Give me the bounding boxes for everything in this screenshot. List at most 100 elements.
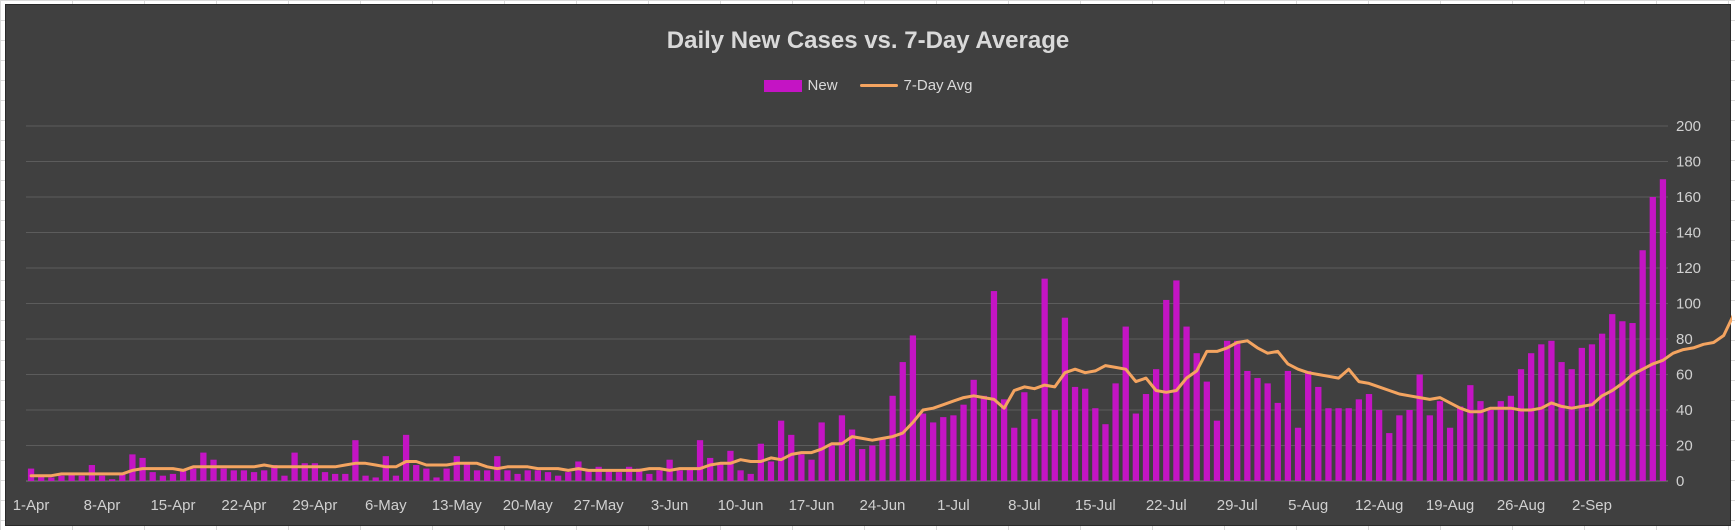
gridlines (26, 125, 1668, 482)
bar-new (1173, 280, 1180, 481)
x-tick-label: 2-Sep (1572, 497, 1612, 514)
bar-new (1568, 369, 1575, 481)
x-tick-label: 29-Apr (292, 497, 337, 514)
bar-new (1558, 362, 1565, 481)
bar-new (1183, 326, 1190, 481)
bar-new (1274, 402, 1281, 481)
bar-new (1051, 410, 1058, 481)
y-tick-label: 40 (1676, 402, 1693, 419)
bar-new (767, 461, 775, 481)
bar-new (1213, 420, 1221, 481)
legend-swatch-7day-avg (859, 84, 898, 87)
bar-new (828, 445, 835, 481)
bar-new (808, 459, 815, 481)
bar-new (1598, 333, 1606, 481)
x-tick-label: 20-May (503, 497, 554, 514)
bar-new (838, 415, 846, 481)
bar-new (443, 468, 450, 481)
bar-new (1203, 381, 1210, 481)
bar-new (919, 413, 927, 481)
plot-area: 0 20 40 60 80 100 120 140 160 180 200 1-Apr 8-Apr 15… (13, 118, 1732, 514)
bar-new (646, 473, 653, 481)
x-tick-label: 3-Jun (651, 497, 689, 514)
y-tick-label: 100 (1676, 296, 1701, 313)
bar-new (625, 466, 633, 481)
bar-new (210, 459, 217, 481)
bar-new (990, 291, 998, 481)
bar-new (1375, 410, 1383, 481)
y-tick-label: 20 (1676, 438, 1693, 455)
bar-new (382, 456, 389, 481)
x-tick-label: 10-Jun (718, 497, 764, 514)
bar-new (1264, 383, 1271, 481)
x-tick-label: 12-Aug (1355, 497, 1403, 514)
bar-new (230, 470, 237, 481)
bar-new (179, 470, 187, 481)
y-tick-label: 140 (1676, 225, 1701, 242)
bar-new (544, 472, 552, 481)
bar-new (271, 465, 278, 481)
bar-new (1639, 250, 1646, 481)
legend-swatch-new (763, 79, 802, 92)
bar-new (686, 468, 694, 481)
bar-new (1528, 353, 1535, 481)
bar-new (514, 473, 521, 481)
bar-new (240, 470, 248, 481)
x-tick-label: 26-Aug (1497, 497, 1545, 514)
bar-new (717, 463, 724, 481)
x-tick-label: 19-Aug (1426, 497, 1474, 514)
bar-new (129, 454, 136, 481)
x-tick-label: 5-Aug (1288, 497, 1328, 514)
bar-new (524, 470, 531, 481)
x-tick-label: 13-May (432, 497, 483, 514)
bar-new (899, 362, 906, 481)
bar-new (818, 422, 825, 481)
bar-new (1305, 370, 1312, 481)
chart-container[interactable]: Daily New Cases vs. 7-Day Average New 7-… (5, 4, 1732, 526)
x-tick-label: 24-Jun (860, 497, 906, 514)
bar-new (889, 395, 896, 481)
bar-new (78, 475, 85, 481)
bar-new (433, 477, 440, 481)
bar-new (1609, 314, 1616, 481)
bar-new (402, 434, 410, 481)
x-axis-ticks: 1-Apr 8-Apr 15-Apr 22-Apr 29-Apr 6-May 13-May 2… (13, 497, 1612, 514)
bar-new (585, 470, 592, 481)
bar-new (1467, 385, 1474, 481)
bar-new (1396, 415, 1403, 481)
bar-new (1223, 340, 1231, 481)
bar-new (109, 479, 116, 481)
bar-series-new (27, 179, 1667, 481)
x-tick-label: 1-Jul (937, 497, 970, 514)
y-tick-label: 0 (1676, 473, 1684, 490)
y-tick-label: 160 (1676, 189, 1701, 206)
y-tick-label: 200 (1676, 118, 1701, 135)
bar-new (1234, 340, 1241, 481)
bar-new (392, 475, 400, 481)
chart-title: Daily New Cases vs. 7-Day Average (666, 27, 1070, 54)
bar-new (788, 434, 795, 481)
line-series-7day-avg (29, 314, 1732, 478)
bar-new (1588, 344, 1596, 481)
bar-new (1102, 424, 1109, 481)
bar-new (1142, 394, 1150, 481)
bar-new (1416, 374, 1423, 481)
bar-new (940, 417, 947, 481)
bar-new (1254, 378, 1261, 481)
x-tick-label: 29-Jul (1217, 497, 1258, 514)
bar-new (1659, 179, 1667, 481)
x-tick-label: 6-May (365, 497, 407, 514)
bar-new (1335, 408, 1342, 481)
bar-new (1619, 321, 1626, 481)
bar-new (423, 468, 430, 481)
bar-new (1355, 399, 1363, 481)
bar-new (1284, 370, 1292, 481)
bar-new (1406, 410, 1413, 481)
bar-new (1092, 408, 1099, 481)
bar-new (970, 379, 977, 481)
x-tick-label: 8-Apr (84, 497, 121, 514)
bar-new (281, 475, 288, 481)
bar-new (1061, 317, 1069, 481)
bar-new (362, 475, 369, 481)
x-tick-label: 15-Apr (150, 497, 195, 514)
